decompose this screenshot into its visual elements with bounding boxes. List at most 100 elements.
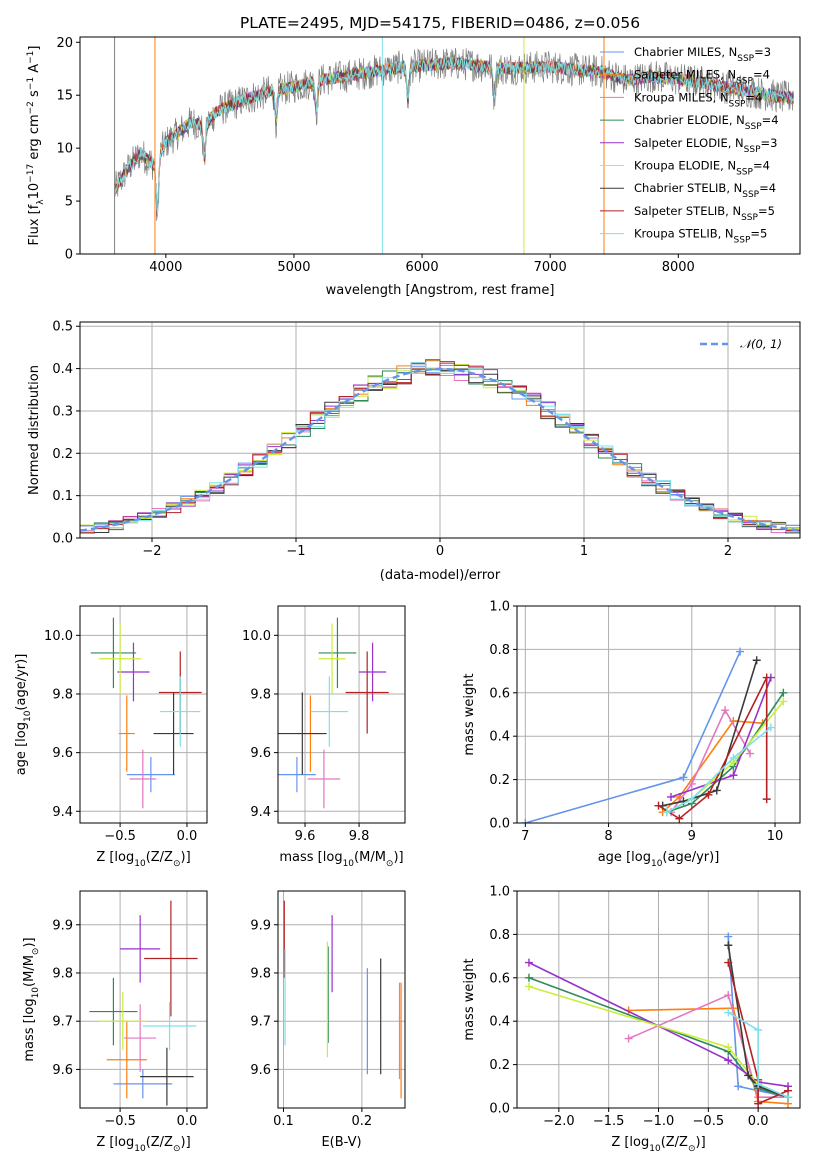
- label-part: SSP: [744, 145, 761, 155]
- label-part: SSP: [729, 99, 746, 109]
- x-tick-label: 6000: [406, 260, 439, 275]
- weight-series-line: [727, 1011, 789, 1098]
- x-tick-label: 8000: [662, 260, 695, 275]
- age_vs_Z-panel: −0.5 0.09.49.69.810.0Z [log10(Z/Z⊙)]age […: [14, 605, 208, 869]
- x-tick-label: 5000: [277, 260, 310, 275]
- mass_vs_EBV-panel: 0.1 0.2 9.6 9.7 9.8 9.9 E(B-V): [250, 890, 406, 1150]
- y-tick-label: 20: [56, 36, 73, 51]
- legend-entry: Chabrier MILES, NSSP=3: [634, 45, 771, 64]
- weight-point-marker: [675, 814, 684, 823]
- y-tick-label: 9.6: [52, 746, 73, 761]
- label-part: SSP: [734, 236, 751, 246]
- label-part: erg cm: [27, 114, 42, 163]
- weight-point-marker: [679, 773, 688, 782]
- weight-point-marker: [712, 786, 721, 795]
- x-axis-label: mass [log10(M/M⊙)]: [279, 850, 403, 869]
- axes-frame: [277, 890, 406, 1109]
- mass_vs_Z-panel: −0.5 0.09.69.79.89.9Z [log10(Z/Z⊙)]mass […: [22, 890, 208, 1154]
- label-part: )]: [181, 1135, 191, 1150]
- weight-point-marker: [724, 1056, 733, 1065]
- label-part: Chabrier MILES, N: [634, 45, 737, 59]
- y-tick-label: 0.2: [489, 773, 510, 788]
- x-tick-label: −1.0: [643, 1114, 675, 1129]
- label-part: =4: [759, 181, 776, 195]
- y-tick-label: 10.0: [44, 629, 73, 644]
- weight-point-marker: [779, 697, 788, 706]
- weight-series-line: [528, 977, 789, 1098]
- y-tick-label: 0.5: [52, 320, 73, 335]
- weight-point-marker: [752, 656, 761, 665]
- label-part: age [log: [598, 850, 651, 865]
- label-part: )]: [393, 850, 403, 865]
- y-axis-label: mass weight: [462, 958, 477, 1040]
- weight_vs_Z-panel: −2.0 −1.5 −1.0 −0.5 0.0 0.0 0.2 0.4 0.6 0.8 1.0 Z […: [462, 885, 801, 1154]
- label-part: ⊙: [173, 859, 181, 869]
- y-tick-label: 9.6: [250, 746, 271, 761]
- y-tick-label: 10: [56, 142, 73, 157]
- label-part: Kroupa STELIB, N: [634, 227, 734, 241]
- weight-point-marker: [524, 958, 533, 967]
- y-tick-label: 9.8: [52, 966, 73, 981]
- label-part: =3: [761, 136, 778, 150]
- label-part: (Z/Z: [661, 1135, 688, 1150]
- label-part: s: [27, 90, 42, 101]
- label-part: −1: [26, 51, 36, 64]
- x-tick-label: 7: [521, 829, 529, 844]
- x-tick-label: 0.0: [177, 829, 198, 844]
- label-part: )]: [22, 937, 37, 947]
- weight-point-marker: [729, 753, 738, 762]
- errorbars: [283, 900, 402, 1099]
- x-tick-label: −2.0: [543, 1114, 575, 1129]
- weight-point-marker: [779, 688, 788, 697]
- x-tick-label: 1: [580, 544, 588, 559]
- legend-entry: Kroupa STELIB, NSSP=5: [634, 227, 767, 246]
- legend-entry: Salpeter ELODIE, NSSP=3: [634, 136, 777, 155]
- weight-point-marker: [662, 808, 671, 817]
- label-part: Salpeter MILES, N: [634, 68, 736, 82]
- label-part: SSP: [736, 168, 753, 178]
- label-part: =4: [745, 90, 762, 104]
- weight-point-marker: [724, 1043, 733, 1052]
- x-axis-label: age [log10(age/yr)]: [598, 850, 720, 869]
- label-part: SSP: [741, 213, 758, 223]
- label-part: ⊙: [173, 1144, 181, 1154]
- y-tick-label: 0.2: [489, 1058, 510, 1073]
- label-part: ⊙: [31, 948, 41, 956]
- weight-series-line: [727, 945, 789, 1098]
- histograms: [80, 359, 800, 538]
- x-tick-label: −0.5: [104, 829, 136, 844]
- x-tick-label: 8: [604, 829, 612, 844]
- label-part: −1: [26, 77, 36, 90]
- weight-point-marker: [734, 1082, 743, 1091]
- x-tick-label: −0.5: [693, 1114, 725, 1129]
- label-part: λ: [36, 199, 46, 205]
- axes-frame: [277, 605, 406, 824]
- x-tick-label: 0.0: [748, 1114, 769, 1129]
- y-tick-label: 0.2: [52, 447, 73, 462]
- y-axis-label: mass weight: [462, 673, 477, 755]
- legend-entry: Kroupa MILES, NSSP=4: [634, 90, 762, 109]
- x-tick-label: −2: [142, 544, 161, 559]
- label-part: age [log: [14, 722, 29, 775]
- label-part: 10: [651, 859, 663, 869]
- weight-point-marker: [754, 1080, 763, 1089]
- weight-point-marker: [724, 932, 733, 941]
- label-part: =5: [750, 227, 767, 241]
- label-part: SSP: [745, 122, 762, 132]
- label-part: mass [log: [279, 850, 342, 865]
- weight-point-marker: [762, 673, 771, 682]
- label-part: Chabrier STELIB, N: [634, 181, 742, 195]
- x-tick-label: 9: [688, 829, 696, 844]
- weight-point-marker: [784, 1093, 793, 1102]
- y-tick-label: 15: [56, 89, 73, 104]
- y-axis-label: Flux [fλ10−17 erg cm−2 s−1 A−1]: [26, 46, 46, 246]
- y-tick-label: 0.0: [489, 817, 510, 832]
- y-tick-label: 0.8: [489, 928, 510, 943]
- y-tick-label: 0.4: [489, 1015, 510, 1030]
- y-tick-label: 9.4: [52, 805, 73, 820]
- residuals-panel: −2 −1 0 1 2 0.0 0.1 0.2 0.3 0.4 0.5 𝒩(0, 1) (data-mo…: [27, 320, 801, 583]
- x-tick-label: 0.1: [273, 1114, 294, 1129]
- y-tick-label: 9.6: [250, 1063, 271, 1078]
